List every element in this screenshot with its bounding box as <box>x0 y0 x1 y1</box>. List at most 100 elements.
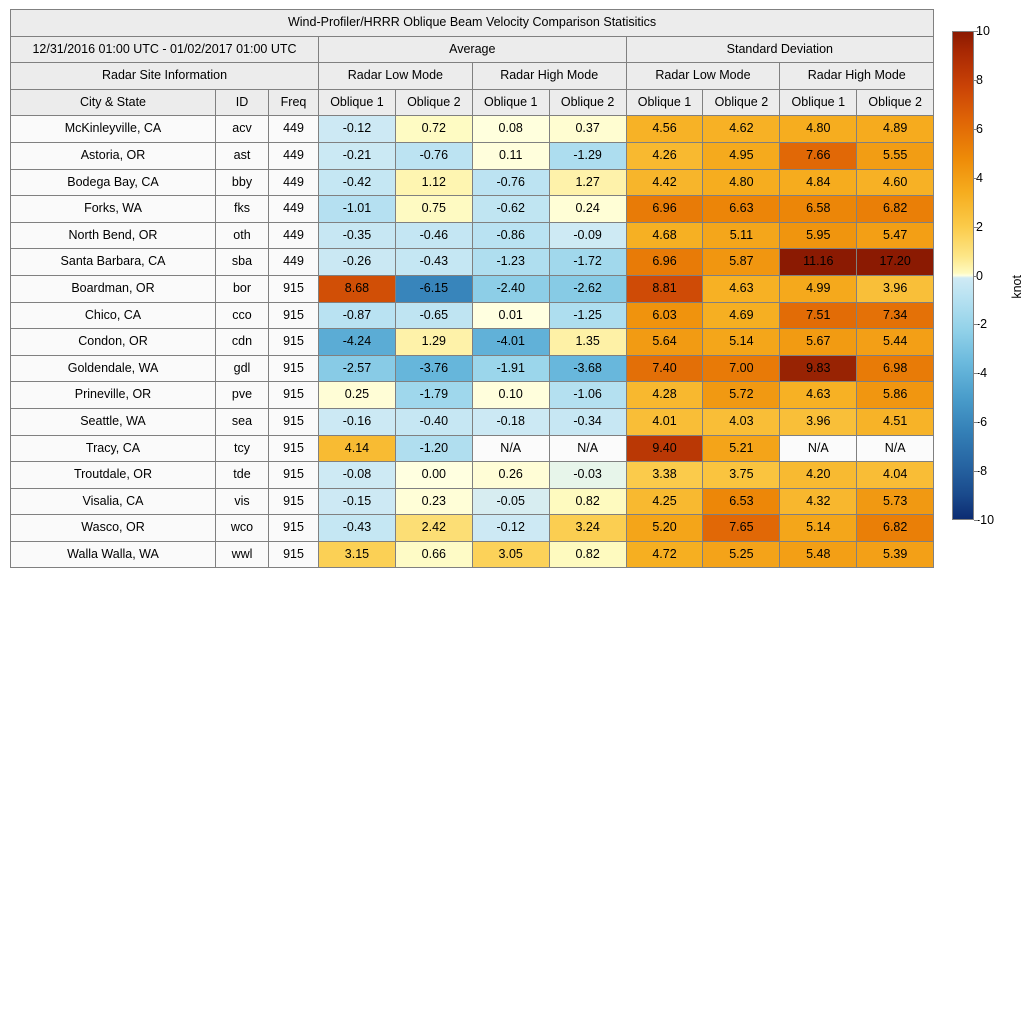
freq-cell: 915 <box>268 514 319 542</box>
value-cell: 3.96 <box>779 407 858 436</box>
id-cell: sba <box>215 248 269 276</box>
colorbar-tick-mark <box>974 31 978 32</box>
column-header-std-low-oblique2: Oblique 2 <box>702 88 781 117</box>
value-cell: 7.65 <box>702 514 781 542</box>
value-cell: 5.20 <box>625 514 704 542</box>
city-cell: Prineville, OR <box>10 381 216 409</box>
id-cell: sea <box>215 407 269 436</box>
id-cell: tde <box>215 461 269 489</box>
value-cell: 9.40 <box>625 434 704 463</box>
value-cell: 3.15 <box>318 540 396 569</box>
freq-cell: 449 <box>268 115 319 143</box>
column-header-avg-low-oblique2: Oblique 2 <box>394 88 473 117</box>
id-cell: ast <box>215 141 269 170</box>
value-cell: 4.62 <box>702 115 781 143</box>
city-cell: McKinleyville, CA <box>10 115 216 143</box>
value-cell: 7.34 <box>856 301 935 330</box>
value-cell: 6.03 <box>625 301 704 330</box>
value-cell: 7.40 <box>625 354 704 383</box>
freq-cell: 915 <box>268 274 319 303</box>
value-cell: 0.10 <box>471 381 550 409</box>
value-cell: 17.20 <box>856 248 935 276</box>
value-cell: 3.24 <box>548 514 627 542</box>
value-cell: -3.76 <box>394 354 473 383</box>
table-row: Forks, WA fks 449 -1.01 0.75 -0.62 0.24 6.96 6.6… <box>10 195 935 223</box>
city-cell: Boardman, OR <box>10 274 216 303</box>
colorbar-tick-label: 8 <box>976 72 983 87</box>
table-row: Tracy, CA tcy 915 4.14 -1.20 N/A N/A 9.40 5.21 N/… <box>10 434 935 463</box>
column-header-std-high-oblique2: Oblique 2 <box>856 88 935 117</box>
table-row: North Bend, OR oth 449 -0.35 -0.46 -0.86 -0.09… <box>10 221 935 250</box>
value-cell: 0.82 <box>548 540 627 569</box>
value-cell: 5.44 <box>856 328 935 356</box>
column-header-std-high-oblique1: Oblique 1 <box>779 88 858 117</box>
colorbar-tick-mark <box>974 177 978 179</box>
value-cell: 5.64 <box>625 328 704 356</box>
colorbar-tick-mark <box>974 324 978 326</box>
freq-cell: 915 <box>268 540 319 569</box>
value-cell: 5.11 <box>702 221 781 250</box>
value-cell: 8.68 <box>318 274 396 303</box>
value-cell: -0.43 <box>394 248 473 276</box>
value-cell: -0.16 <box>318 407 396 436</box>
id-cell: oth <box>215 221 269 250</box>
value-cell: N/A <box>856 434 935 463</box>
id-cell: cco <box>215 301 269 330</box>
value-cell: 4.60 <box>856 168 935 197</box>
column-header-city: City & State <box>10 88 216 117</box>
value-cell: 0.75 <box>394 195 473 223</box>
id-cell: cdn <box>215 328 269 356</box>
colorbar-axis-label: knot <box>1010 275 1024 299</box>
value-cell: -2.57 <box>318 354 396 383</box>
value-cell: 6.98 <box>856 354 935 383</box>
value-cell: N/A <box>548 434 627 463</box>
value-cell: 1.29 <box>394 328 473 356</box>
colorbar-tick-mark <box>974 128 978 130</box>
colorbar-tick-mark <box>974 373 978 375</box>
value-cell: 1.27 <box>548 168 627 197</box>
table-row: Seattle, WA sea 915 -0.16 -0.40 -0.18 -0.34 4.0… <box>10 407 935 436</box>
value-cell: -0.76 <box>471 168 550 197</box>
table-row: Santa Barbara, CA sba 449 -0.26 -0.43 -1.23 -1… <box>10 248 935 276</box>
city-cell: Troutdale, OR <box>10 461 216 489</box>
value-cell: 5.86 <box>856 381 935 409</box>
value-cell: 4.14 <box>318 434 396 463</box>
value-cell: -0.86 <box>471 221 550 250</box>
value-cell: -0.26 <box>318 248 396 276</box>
value-cell: 0.26 <box>471 461 550 489</box>
value-cell: 4.03 <box>702 407 781 436</box>
value-cell: 7.00 <box>702 354 781 383</box>
table-row: Goldendale, WA gdl 915 -2.57 -3.76 -1.91 -3.68… <box>10 354 935 383</box>
value-cell: 4.63 <box>702 274 781 303</box>
value-cell: 5.21 <box>702 434 781 463</box>
value-cell: 5.25 <box>702 540 781 569</box>
table-group-row-1: 12/31/2016 01:00 UTC - 01/02/2017 01:00 … <box>10 35 935 64</box>
value-cell: 0.72 <box>394 115 473 143</box>
value-cell: 4.25 <box>625 487 704 516</box>
value-cell: 5.14 <box>779 514 858 542</box>
table-row: Astoria, OR ast 449 -0.21 -0.76 0.11 -1.29 4.26… <box>10 141 935 170</box>
value-cell: -1.20 <box>394 434 473 463</box>
city-cell: Bodega Bay, CA <box>10 168 216 197</box>
freq-cell: 915 <box>268 328 319 356</box>
colorbar-tick-label: 10 <box>976 23 990 38</box>
table-row: Walla Walla, WA wwl 915 3.15 0.66 3.05 0.82 4.7… <box>10 540 935 569</box>
column-header-freq: Freq <box>268 88 319 117</box>
value-cell: -0.08 <box>318 461 396 489</box>
value-cell: -1.79 <box>394 381 473 409</box>
value-cell: -4.01 <box>471 328 550 356</box>
value-cell: 9.83 <box>779 354 858 383</box>
value-cell: 5.87 <box>702 248 781 276</box>
value-cell: 5.73 <box>856 487 935 516</box>
value-cell: 6.96 <box>625 195 704 223</box>
value-cell: -1.91 <box>471 354 550 383</box>
value-cell: 2.42 <box>394 514 473 542</box>
value-cell: 0.37 <box>548 115 627 143</box>
value-cell: -0.76 <box>394 141 473 170</box>
colorbar-tick-mark <box>974 471 978 473</box>
group-header-site-information: Radar Site Information <box>10 62 319 90</box>
table-row: Troutdale, OR tde 915 -0.08 0.00 0.26 -0.03 3.3… <box>10 461 935 489</box>
city-cell: Wasco, OR <box>10 514 216 542</box>
value-cell: 6.82 <box>856 195 935 223</box>
city-cell: Visalia, CA <box>10 487 216 516</box>
